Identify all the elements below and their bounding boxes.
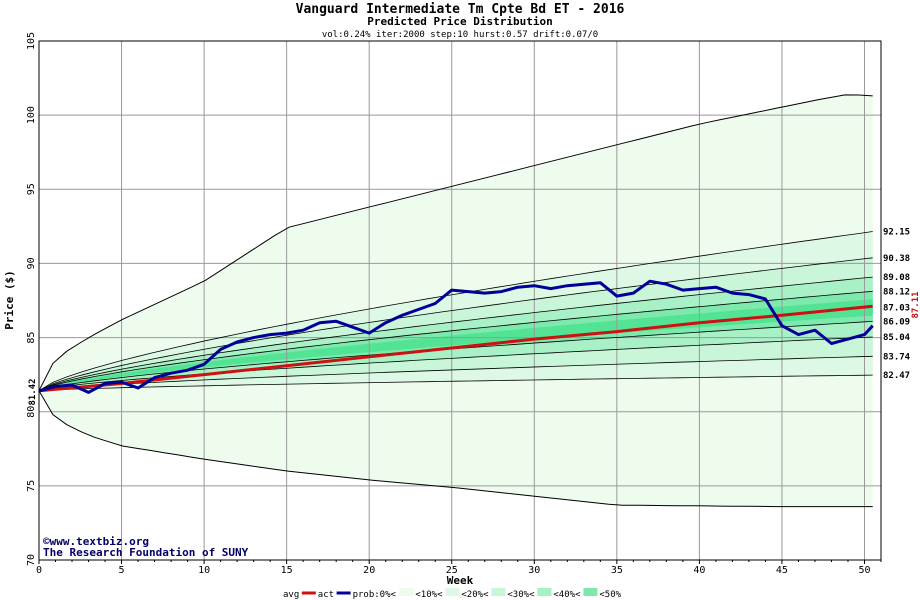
legend-label: avg (283, 590, 299, 600)
legend-label: <50% (599, 590, 621, 600)
x-tick-label: 40 (693, 565, 705, 576)
band-edge-line (38, 257, 873, 392)
axis-ticks: 0 5 10 15 20 25 30 35 40 45 50 70 75 80 85 90 95 100 105 (26, 32, 882, 576)
envelope-upper-line (38, 94, 873, 391)
x-axis-label: Week (447, 574, 474, 587)
x-tick-label: 30 (528, 565, 540, 576)
right-price-label: 87.03 (883, 303, 910, 313)
chart-params: vol:0.24% iter:2000 step:10 hurst:0.57 d… (322, 30, 598, 40)
band-edge-line (38, 355, 873, 392)
band-edge-line (38, 231, 873, 392)
x-tick-label: 25 (446, 565, 458, 576)
right-price-label: 89.08 (883, 273, 910, 283)
legend-label: prob:0%< (353, 590, 397, 600)
x-tick-label: 35 (611, 565, 623, 576)
legend-label: <40%< (553, 590, 581, 600)
right-price-label: 92.15 (883, 228, 910, 238)
band-edge-line (38, 276, 873, 392)
band-edge-line (38, 374, 873, 392)
act-line (38, 279, 874, 394)
y-tick-label: 105 (26, 32, 37, 50)
y-tick-label: 75 (26, 480, 37, 492)
x-tick-label: 10 (198, 565, 210, 576)
end-price-label: 87.11 (911, 291, 920, 318)
y-tick-label: 90 (26, 257, 37, 269)
grid-lines (39, 41, 881, 560)
envelope-lower-line (38, 390, 873, 508)
y-tick-label: 70 (26, 554, 37, 566)
start-price-label: 81.42 (28, 378, 38, 405)
y-tick-label: 85 (26, 332, 37, 344)
right-price-label: 86.09 (883, 317, 910, 327)
x-tick-label: 20 (363, 565, 375, 576)
right-price-label: 90.38 (883, 254, 910, 264)
y-tick-label: 100 (26, 106, 37, 124)
chart-title: Vanguard Intermediate Tm Cpte Bd ET - 20… (296, 2, 625, 17)
x-tick-label: 0 (36, 565, 42, 576)
legend-label: <30%< (507, 590, 535, 600)
legend-swatch (583, 588, 598, 596)
legend-swatch (399, 588, 414, 596)
avg-line (38, 304, 873, 393)
y-tick-label: 80 (26, 406, 37, 418)
right-price-label: 82.47 (883, 371, 910, 381)
band-center (39, 299, 873, 391)
right-price-label: 83.74 (883, 352, 911, 362)
x-tick-label: 50 (858, 565, 870, 576)
chart-subtitle: Predicted Price Distribution (367, 15, 552, 28)
band-edge-line (38, 290, 873, 392)
watermark-url: ©www.textbiz.org (43, 535, 149, 548)
right-price-label: 88.12 (883, 287, 910, 297)
band-edge-line (38, 336, 873, 392)
x-tick-label: 5 (119, 565, 125, 576)
watermark-foundation: The Research Foundation of SUNY (43, 546, 249, 559)
plot-frame (38, 40, 882, 561)
x-tick-label: 45 (776, 565, 788, 576)
y-axis-label: Price ($) (3, 270, 16, 330)
legend-label: <10%< (415, 590, 443, 600)
legend: avg act prob:0%< <10%< <20%< <30%< <40%< <50% (283, 588, 622, 600)
legend-swatch (445, 588, 460, 596)
legend-label: <20%< (461, 590, 489, 600)
right-price-labels: 92.15 90.38 89.08 88.12 87.03 86.09 85.04 83.74… (883, 228, 911, 382)
legend-swatch (537, 588, 552, 596)
x-tick-label: 15 (281, 565, 293, 576)
right-price-label: 85.04 (883, 333, 911, 343)
series-lines (38, 94, 874, 508)
distribution-bands (39, 94, 873, 507)
legend-swatch (491, 588, 506, 596)
y-tick-label: 95 (26, 183, 37, 195)
legend-label: act (318, 590, 334, 600)
